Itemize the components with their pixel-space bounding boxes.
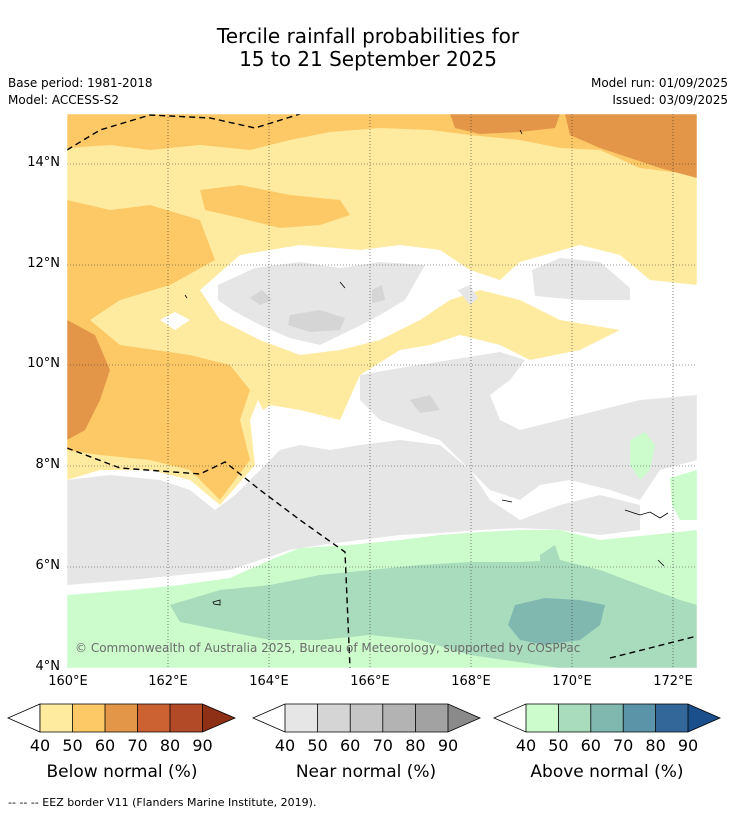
lon-label-172e: 172°E <box>653 674 693 689</box>
cb-above-tick: 70 <box>613 736 634 755</box>
lon-label-160e: 160°E <box>48 674 88 689</box>
cb-above-tick: 80 <box>645 736 666 755</box>
lat-label-10n: 10°N <box>27 356 60 371</box>
cb-above-title: Above normal (%) <box>530 762 684 782</box>
cb-above-tick: 60 <box>580 736 601 755</box>
cb-below-tick: 80 <box>159 736 181 755</box>
colorbar-near-normal <box>252 703 481 733</box>
cb-below-tick: 50 <box>62 736 83 755</box>
islands <box>184 129 669 606</box>
lon-label-168e: 168°E <box>451 674 491 689</box>
issued-date: Issued: 03/09/2025 <box>612 93 728 107</box>
lat-label-6n: 6°N <box>35 558 61 573</box>
lon-label-164e: 164°E <box>249 674 289 689</box>
cb-near-title: Near normal (%) <box>295 762 437 782</box>
cb-near-tick: 80 <box>405 736 426 755</box>
lat-label-14n: 14°N <box>27 155 60 170</box>
lat-label-12n: 12°N <box>27 256 60 271</box>
eez-footnote: -- -- -- EEZ border V11 (Flanders Marine… <box>8 796 317 809</box>
cb-near-tick: 50 <box>307 736 328 755</box>
model-name: Model: ACCESS-S2 <box>8 93 120 107</box>
cb-near-tick: 60 <box>340 736 361 755</box>
base-period: Base period: 1981-2018 <box>8 76 153 90</box>
colorbar-below-normal <box>7 703 237 733</box>
model-run: Model run: 01/09/2025 <box>590 76 728 90</box>
map-title-line2: 15 to 21 September 2025 <box>239 47 497 71</box>
copyright-notice: © Commonwealth of Australia 2025, Bureau… <box>75 641 581 655</box>
lon-label-162e: 162°E <box>148 674 188 689</box>
map-title-line1: Tercile rainfall probabilities for <box>216 24 520 48</box>
eez-borders <box>67 114 697 668</box>
cb-near-tick: 90 <box>437 736 459 755</box>
cb-below-tick: 60 <box>94 736 116 755</box>
cb-below-tick: 70 <box>127 736 148 755</box>
cb-above-tick: 90 <box>677 736 699 755</box>
cb-below-tick: 90 <box>192 736 213 755</box>
cb-near-tick: 40 <box>274 736 296 755</box>
map-frame <box>66 113 698 669</box>
colorbar-above-normal <box>493 703 721 733</box>
lat-label-4n: 4°N <box>35 659 61 674</box>
map-gridlines <box>67 114 697 668</box>
lat-label-8n: 8°N <box>35 457 61 472</box>
lon-label-166e: 166°E <box>350 674 390 689</box>
cb-near-tick: 70 <box>372 736 393 755</box>
cb-below-title: Below normal (%) <box>46 762 198 782</box>
cb-above-tick: 40 <box>515 736 537 755</box>
cb-above-tick: 50 <box>548 736 569 755</box>
lon-label-170e: 170°E <box>552 674 592 689</box>
probability-field <box>67 114 697 668</box>
cb-below-tick: 40 <box>29 736 51 755</box>
